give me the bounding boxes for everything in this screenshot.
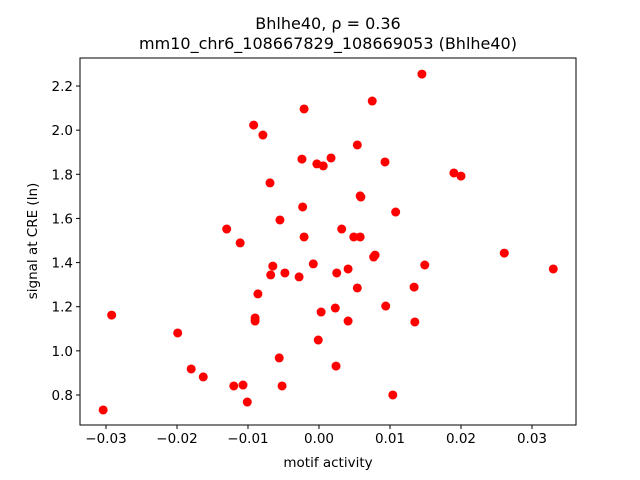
point bbox=[380, 157, 390, 167]
y-tick-label: 2.2 bbox=[52, 79, 73, 95]
point bbox=[277, 381, 287, 391]
point bbox=[343, 264, 353, 274]
point bbox=[308, 259, 318, 269]
point bbox=[258, 130, 268, 140]
point bbox=[198, 372, 208, 382]
point bbox=[299, 232, 309, 242]
point bbox=[349, 232, 359, 242]
point bbox=[242, 397, 252, 407]
point bbox=[499, 248, 509, 258]
point bbox=[229, 381, 239, 391]
plot-frame bbox=[79, 57, 577, 426]
point bbox=[388, 390, 398, 400]
point bbox=[222, 224, 232, 234]
x-tick-label: −0.01 bbox=[227, 431, 268, 447]
point bbox=[352, 283, 362, 293]
point bbox=[107, 310, 117, 320]
y-tick-label: 0.8 bbox=[52, 388, 73, 404]
point bbox=[355, 191, 365, 201]
point bbox=[332, 268, 342, 278]
point bbox=[337, 224, 347, 234]
point bbox=[235, 238, 245, 248]
point bbox=[186, 364, 196, 374]
point bbox=[391, 207, 401, 217]
point bbox=[298, 202, 308, 212]
chart-title: Bhlhe40, ρ = 0.36 bbox=[255, 14, 400, 33]
point bbox=[294, 272, 304, 282]
y-tick-label: 1.4 bbox=[52, 256, 73, 272]
point bbox=[449, 168, 459, 178]
point bbox=[266, 270, 276, 280]
point bbox=[316, 307, 326, 317]
chart-subtitle: mm10_chr6_108667829_108669053 (Bhlhe40) bbox=[139, 34, 517, 54]
point bbox=[268, 261, 278, 271]
point bbox=[274, 353, 284, 363]
x-tick-label: 0.02 bbox=[446, 431, 476, 447]
point bbox=[352, 140, 362, 150]
point bbox=[249, 120, 259, 130]
point bbox=[548, 264, 558, 274]
point bbox=[250, 313, 260, 323]
point bbox=[299, 104, 309, 114]
point bbox=[343, 316, 353, 326]
point bbox=[409, 282, 419, 292]
x-axis-label: motif activity bbox=[283, 455, 372, 471]
point bbox=[275, 215, 285, 225]
point bbox=[318, 161, 328, 171]
x-tick-label: −0.03 bbox=[85, 431, 126, 447]
y-tick-label: 1.6 bbox=[52, 211, 73, 227]
point bbox=[410, 317, 420, 327]
y-tick-label: 2.0 bbox=[52, 123, 73, 139]
point bbox=[330, 303, 340, 313]
point bbox=[297, 154, 307, 164]
x-tick-label: 0.03 bbox=[517, 431, 547, 447]
point bbox=[355, 232, 365, 242]
x-tick-label: 0.01 bbox=[375, 431, 405, 447]
point bbox=[367, 96, 377, 106]
y-tick-label: 1.0 bbox=[52, 344, 73, 360]
point bbox=[369, 252, 379, 262]
point bbox=[98, 405, 108, 415]
point bbox=[456, 171, 466, 181]
point bbox=[238, 380, 248, 390]
point bbox=[331, 361, 341, 371]
point bbox=[265, 178, 275, 188]
x-tick-label: 0.00 bbox=[304, 431, 334, 447]
point bbox=[420, 260, 430, 270]
point bbox=[313, 335, 323, 345]
point bbox=[417, 69, 427, 79]
point bbox=[280, 268, 290, 278]
x-tick-label: −0.02 bbox=[156, 431, 197, 447]
y-axis-label: signal at CRE (ln) bbox=[25, 183, 41, 300]
y-tick-label: 1.2 bbox=[52, 300, 73, 316]
point bbox=[173, 328, 183, 338]
point bbox=[326, 153, 336, 163]
point bbox=[253, 289, 263, 299]
point bbox=[381, 301, 391, 311]
y-tick-label: 1.8 bbox=[52, 167, 73, 183]
